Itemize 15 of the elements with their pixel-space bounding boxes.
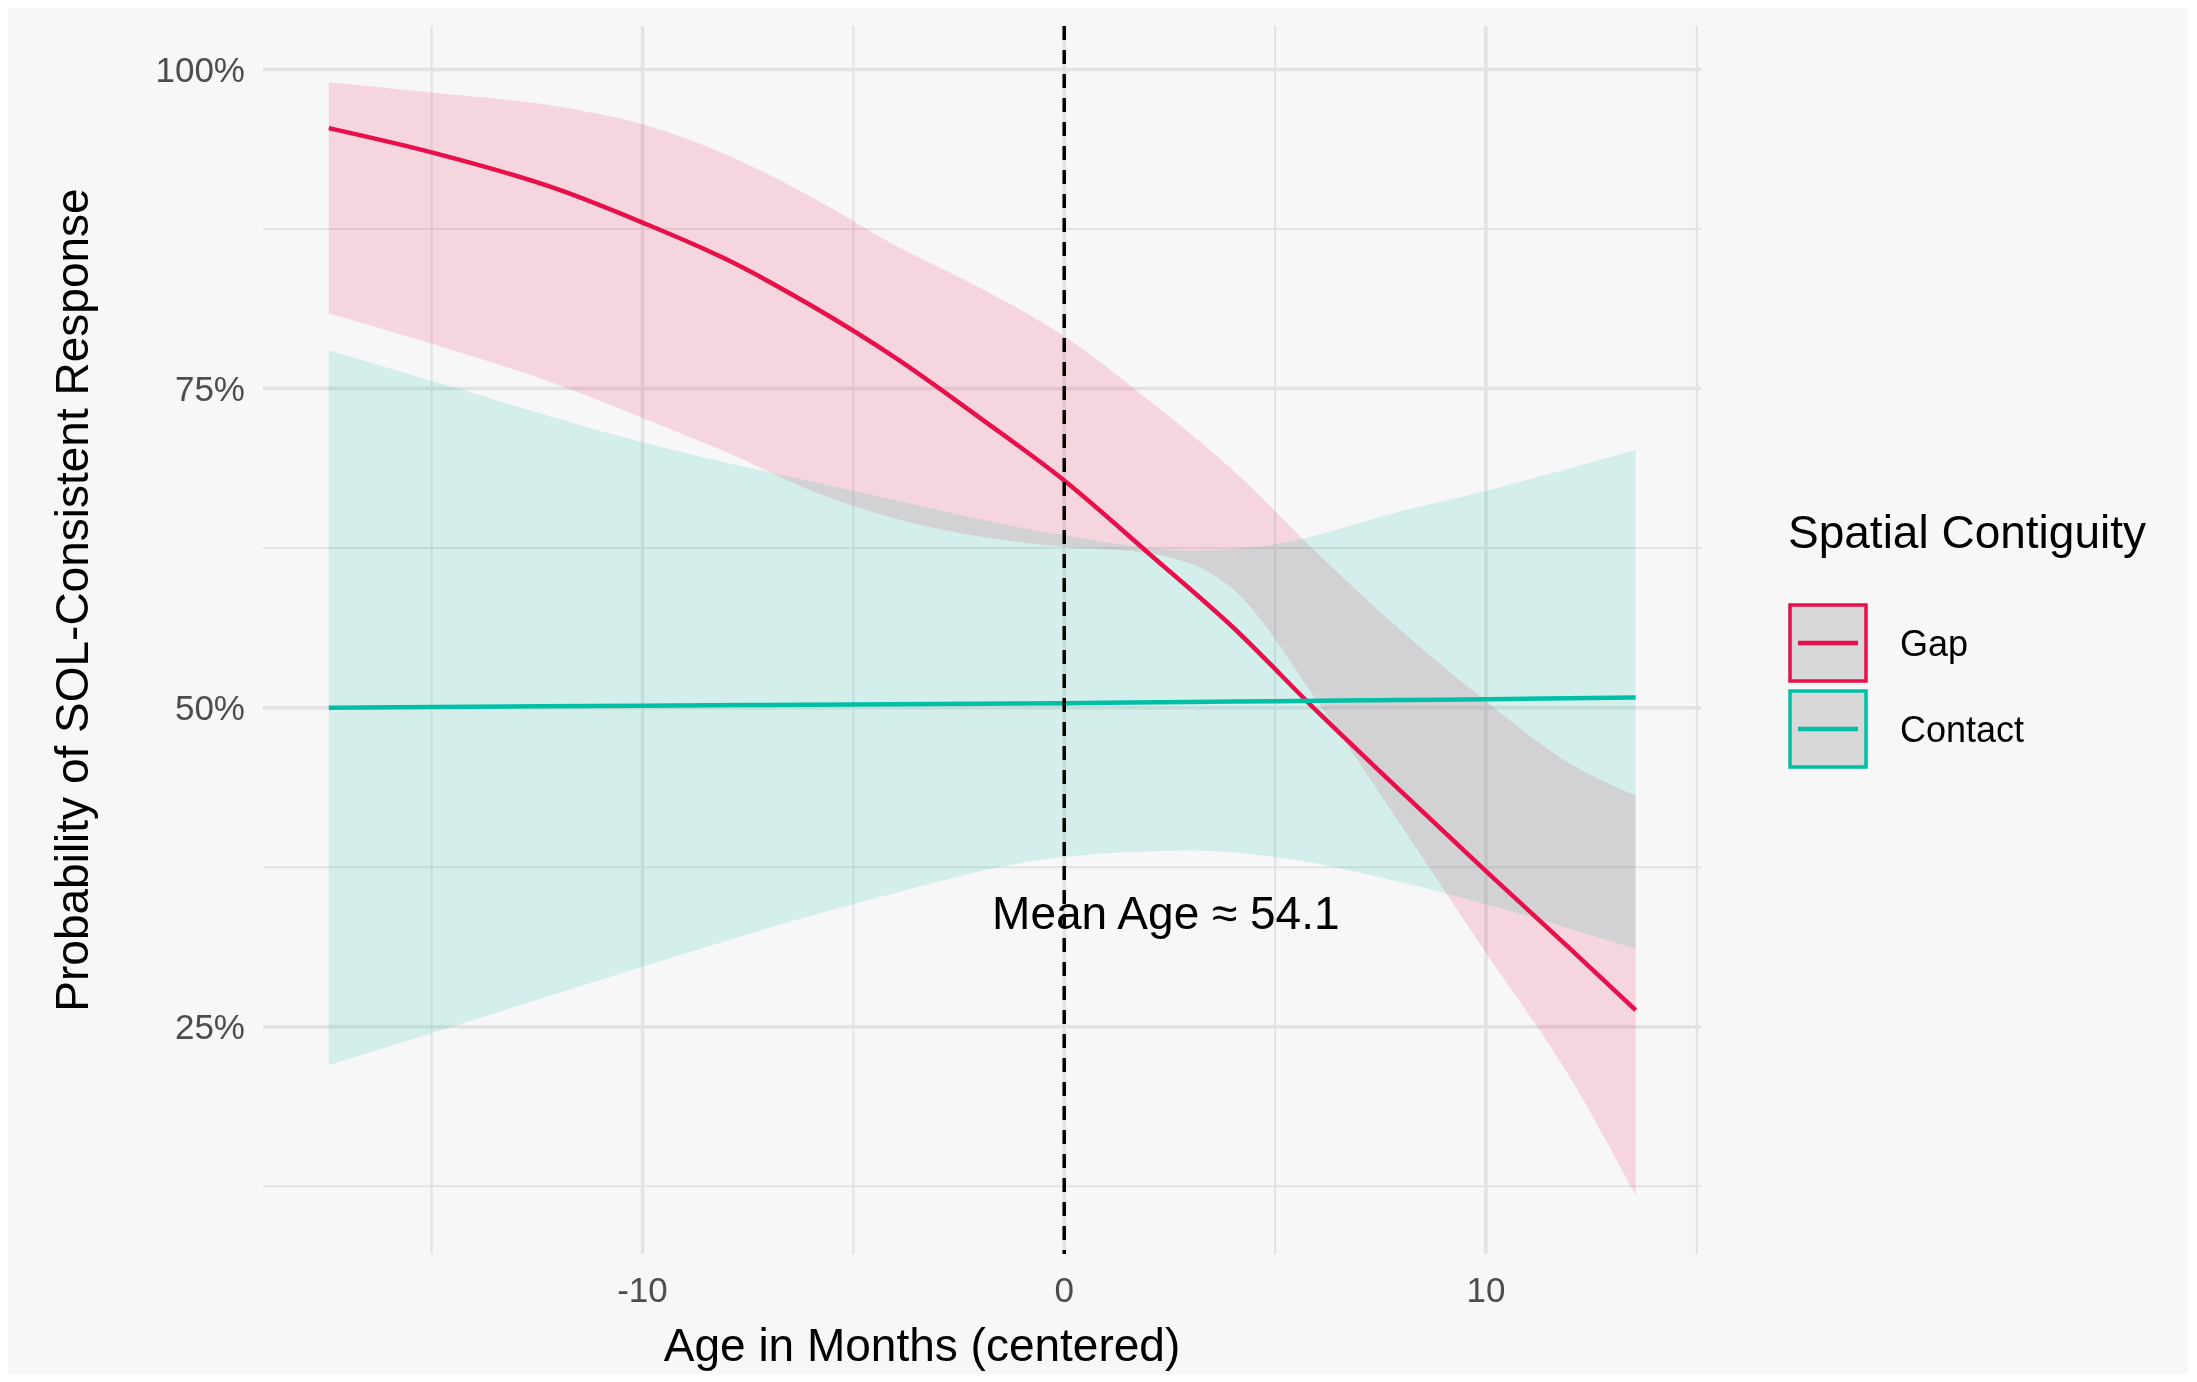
y-axis-title: Probability of SOL-Consistent Response	[46, 188, 98, 1012]
line-series	[326, 125, 1638, 1013]
annotation: Mean Age ≈ 54.1	[992, 886, 1340, 939]
y-tick-label: 50%	[174, 687, 245, 727]
legend-label: Contact	[1900, 708, 2025, 750]
x-axis-title: Age in Months (centered)	[663, 1319, 1181, 1371]
x-tick-label: -10	[617, 1270, 668, 1309]
y-tick-label: 25%	[174, 1007, 245, 1047]
x-tick-label: 10	[1466, 1270, 1506, 1309]
y-tick-label: 75%	[174, 368, 245, 408]
y-tick-label: 100%	[155, 49, 245, 89]
legend-label: Gap	[1900, 622, 1969, 664]
line-series	[326, 695, 1638, 710]
legend-title: Spatial Contiguity	[1788, 506, 2146, 558]
x-tick-label: 0	[1054, 1270, 1074, 1309]
